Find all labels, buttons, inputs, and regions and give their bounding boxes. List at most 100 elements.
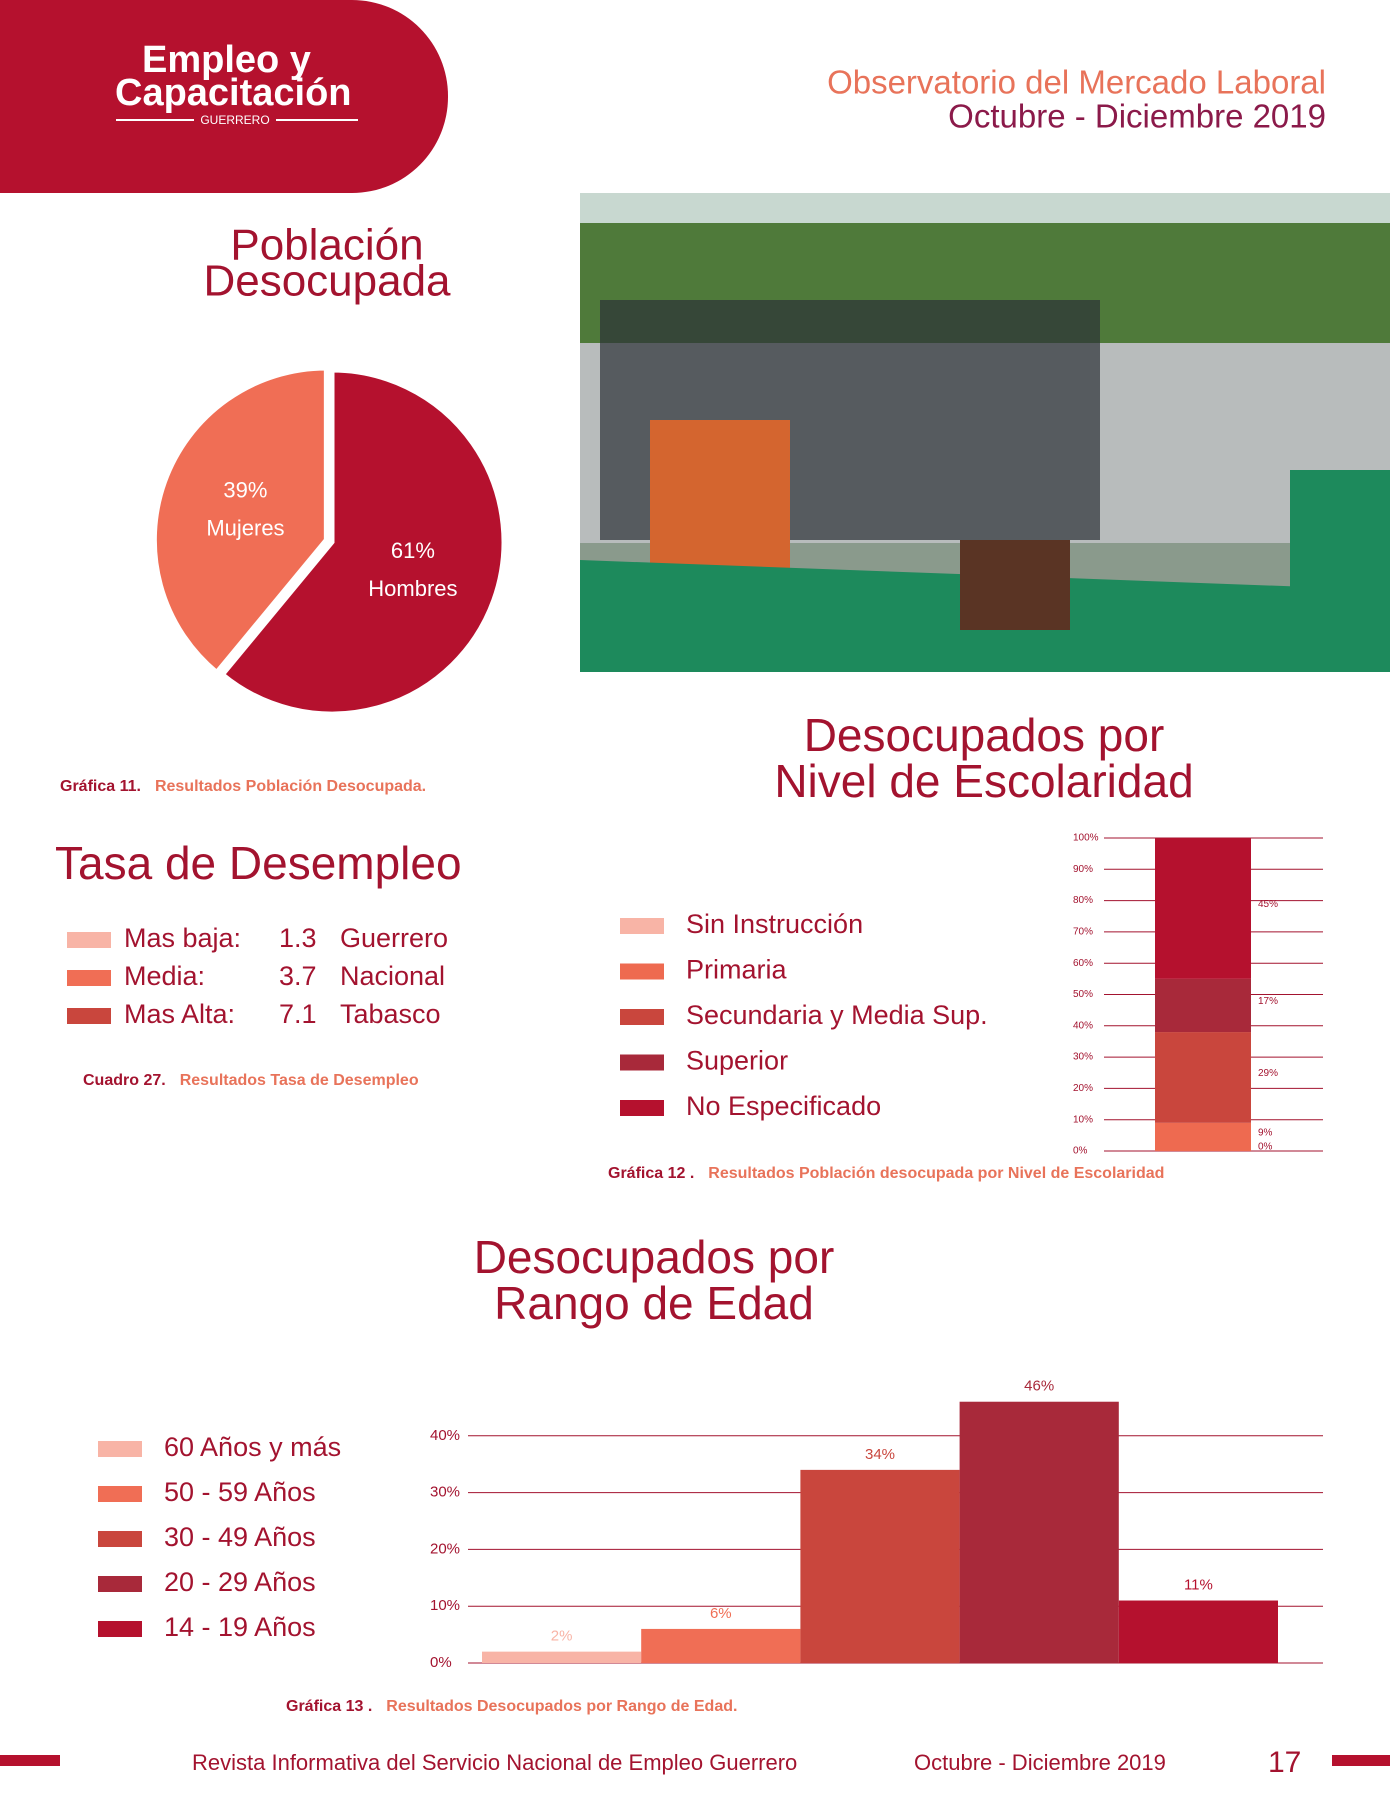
legend-label: 14 - 19 Años: [164, 1612, 316, 1642]
data-label: 17%: [1258, 996, 1278, 1007]
legend-label: No Especificado: [686, 1091, 881, 1121]
caption-text: Resultados Población desocupada por Nive…: [708, 1165, 1164, 1182]
data-label: 29%: [1258, 1068, 1278, 1079]
legend-label: Sin Instrucción: [686, 909, 863, 939]
y-tick-label: 40%: [430, 1427, 460, 1444]
caption-text: Resultados Tasa de Desempleo: [180, 1072, 419, 1089]
legend-label: 50 - 59 Años: [164, 1477, 316, 1507]
logo-text: Empleo y: [142, 39, 311, 81]
legend-label: Secundaria y Media Sup.: [686, 1000, 988, 1030]
bar: [800, 1469, 960, 1663]
table-cell: 3.7: [279, 961, 317, 991]
data-label: 39%: [223, 478, 267, 503]
footer-bar: [1332, 1755, 1390, 1766]
legend-label: Superior: [686, 1046, 788, 1076]
bar-segment: [1155, 838, 1251, 979]
pie-slice: [218, 367, 507, 717]
legend-label: Primaria: [686, 955, 787, 985]
y-tick-label: 80%: [1073, 895, 1093, 906]
y-tick-label: 10%: [1073, 1114, 1093, 1125]
legend-swatch: [620, 1100, 664, 1116]
data-label: 6%: [710, 1605, 732, 1622]
footer-text: Revista Informativa del Servicio Naciona…: [192, 1750, 797, 1775]
y-tick-label: 30%: [430, 1484, 460, 1501]
legend-swatch: [98, 1441, 142, 1457]
legend-label: 30 - 49 Años: [164, 1522, 316, 1552]
page-number: 17: [1268, 1746, 1301, 1779]
bar-segment: [1155, 1122, 1251, 1151]
chart-title: Desocupada: [203, 257, 451, 306]
photo-table: [1290, 470, 1390, 590]
legend-swatch: [98, 1621, 142, 1637]
legend-swatch: [67, 970, 111, 986]
y-tick-label: 0%: [430, 1654, 452, 1671]
legend-swatch: [98, 1576, 142, 1592]
bar-segment: [1155, 1032, 1251, 1123]
y-tick-label: 20%: [430, 1540, 460, 1557]
header-title: Observatorio del Mercado Laboral: [827, 64, 1326, 101]
footer-period: Octubre - Diciembre 2019: [914, 1750, 1166, 1775]
header-tab: [0, 0, 448, 193]
y-tick-label: 30%: [1073, 1052, 1093, 1063]
bar: [1118, 1600, 1278, 1663]
legend-swatch: [98, 1486, 142, 1502]
legend-swatch: [620, 918, 664, 934]
y-tick-label: 100%: [1073, 833, 1099, 844]
data-label: 61%: [391, 538, 435, 563]
y-tick-label: 60%: [1073, 958, 1093, 969]
legend-swatch: [620, 963, 664, 980]
slice-label: Hombres: [368, 576, 457, 601]
caption-number: Cuadro 27.: [83, 1072, 166, 1089]
logo-text: GUERRERO: [200, 113, 269, 127]
header-subtitle: Octubre - Diciembre 2019: [948, 98, 1326, 135]
data-label: 11%: [1184, 1576, 1213, 1593]
photo-sky: [580, 193, 1390, 223]
footer-bar: [0, 1755, 60, 1766]
caption-number: Gráfica 13 .: [286, 1698, 372, 1715]
photo: [580, 193, 1390, 672]
pie-slice: [151, 365, 329, 677]
table-cell: Guerrero: [340, 923, 448, 953]
legend-swatch: [98, 1531, 142, 1547]
y-tick-label: 70%: [1073, 927, 1093, 938]
data-label: 34%: [865, 1446, 895, 1463]
table-cell: Media:: [124, 961, 205, 991]
logo-text: Capacitación: [115, 72, 352, 114]
table-cell: Mas Alta:: [124, 999, 235, 1029]
y-tick-label: 40%: [1073, 1020, 1093, 1031]
table-cell: Mas baja:: [124, 923, 241, 953]
caption-number: Gráfica 12 .: [608, 1165, 694, 1182]
data-label: 0%: [1258, 1142, 1273, 1153]
data-label: 46%: [1024, 1378, 1054, 1395]
bar-segment: [1155, 978, 1251, 1033]
y-tick-label: 90%: [1073, 864, 1093, 875]
chart-title: Nivel de Escolaridad: [774, 755, 1193, 807]
slice-label: Mujeres: [206, 516, 284, 541]
y-tick-label: 20%: [1073, 1083, 1093, 1094]
table-cell: Nacional: [340, 961, 445, 991]
legend-swatch: [620, 1054, 664, 1071]
chart-title: Desocupados por: [474, 1231, 835, 1283]
legend-swatch: [620, 1009, 664, 1025]
y-tick-label: 50%: [1073, 989, 1093, 1000]
table-cell: Tabasco: [340, 999, 441, 1029]
bar: [959, 1401, 1119, 1663]
chart-title: Población: [230, 221, 423, 270]
data-label: 9%: [1258, 1128, 1273, 1139]
legend-label: 20 - 29 Años: [164, 1567, 316, 1597]
table-title: Tasa de Desempleo: [55, 837, 462, 889]
table-cell: 7.1: [279, 999, 317, 1029]
data-label: 2%: [551, 1628, 573, 1645]
bar: [641, 1628, 801, 1663]
legend-label: 60 Años y más: [164, 1432, 341, 1462]
chart-title: Desocupados por: [804, 709, 1165, 761]
photo-bag: [960, 540, 1070, 630]
y-tick-label: 10%: [430, 1597, 460, 1614]
table-cell: 1.3: [279, 923, 317, 953]
legend-swatch: [67, 932, 111, 948]
caption-number: Gráfica 11.: [60, 778, 141, 795]
chart-title: Rango de Edad: [494, 1277, 814, 1329]
photo-person: [650, 420, 790, 580]
data-label: 45%: [1258, 899, 1278, 910]
